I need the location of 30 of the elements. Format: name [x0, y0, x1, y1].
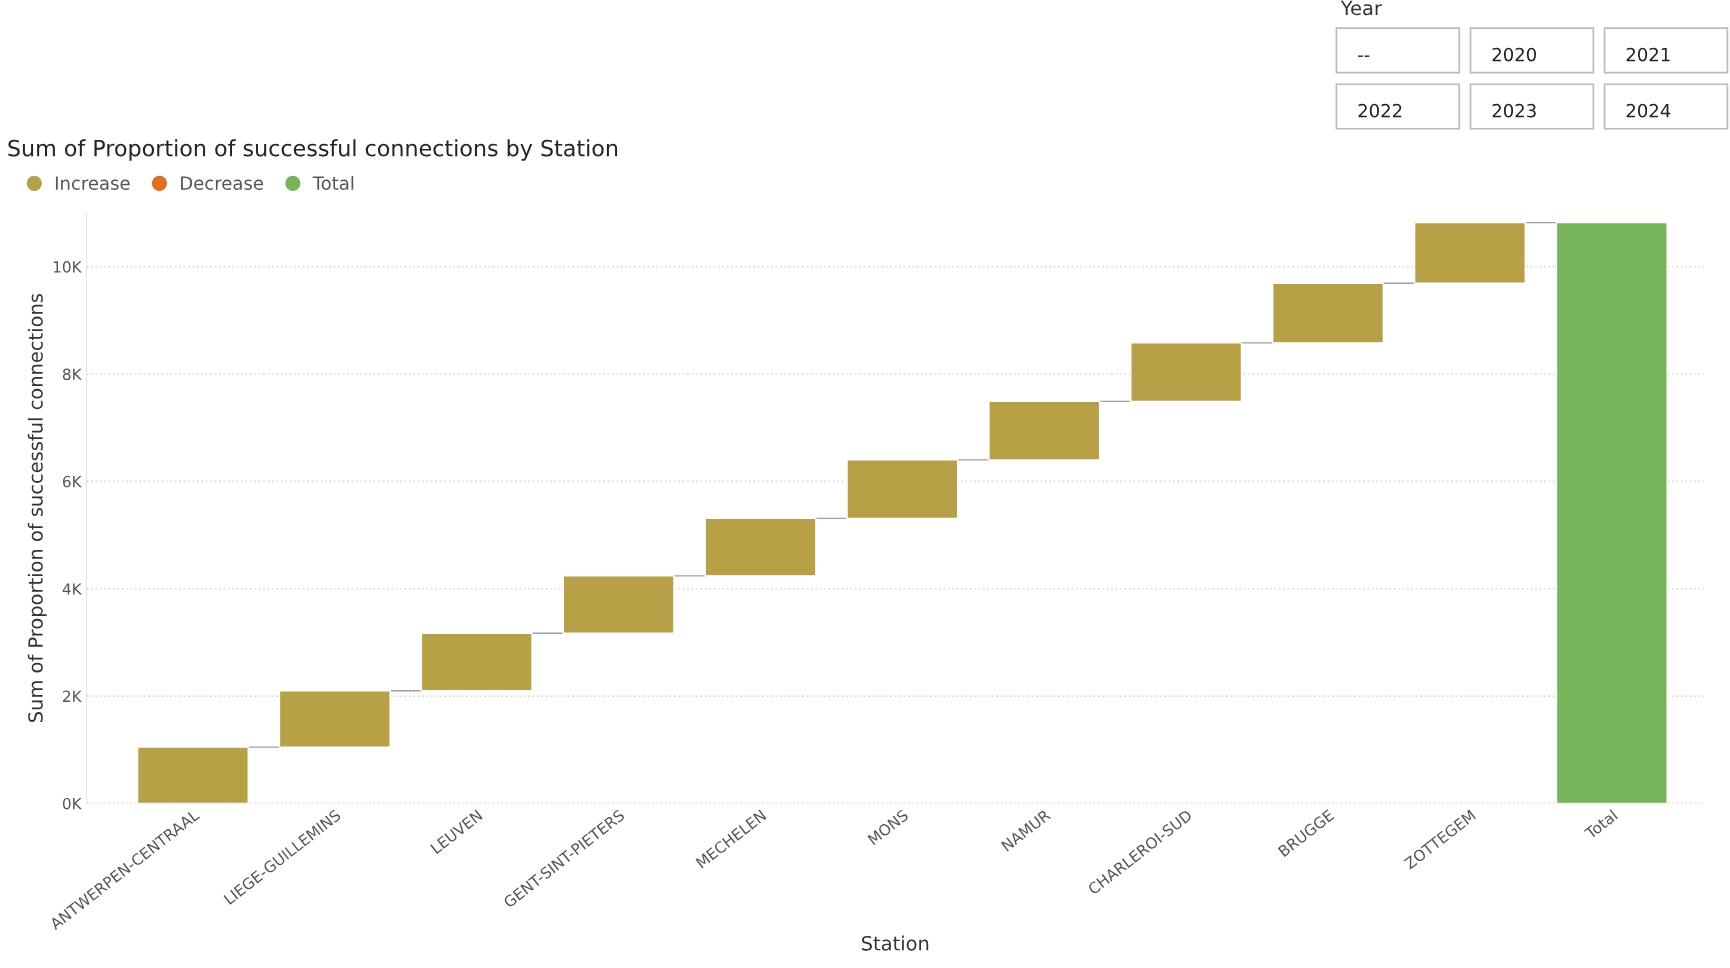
y-tick-label: 2K — [63, 690, 82, 702]
text: Year — [1340, 0, 1382, 16]
legend-label: Total — [312, 175, 354, 190]
y-tick-label: 10K — [53, 261, 82, 273]
y-tick-label: 8K — [62, 368, 82, 381]
text: -- — [1358, 55, 1370, 57]
bar — [562, 575, 675, 634]
text: 2024 — [1626, 103, 1671, 118]
bar — [136, 746, 249, 804]
y-tick-label: 6K — [62, 475, 82, 488]
y-tick-label: 4K — [62, 583, 82, 595]
y-tick-label: 0K — [62, 797, 82, 810]
bar — [278, 690, 391, 748]
bar — [1555, 221, 1668, 804]
text: 2023 — [1492, 103, 1536, 118]
legend-label: Increase — [55, 176, 130, 190]
bar — [704, 517, 817, 577]
bar — [846, 459, 959, 520]
bar — [988, 400, 1101, 461]
bar — [1413, 221, 1526, 284]
text: 2020 — [1492, 47, 1537, 62]
legend-label: Decrease — [181, 176, 263, 190]
bar — [1130, 342, 1243, 403]
text: 2021 — [1626, 47, 1670, 62]
text: 2022 — [1358, 103, 1402, 118]
bar — [1272, 282, 1385, 344]
y-axis-title: Sum of Proportion of successful connections — [27, 294, 47, 723]
chart-title: Sum of Proportion of successful connections by Station — [8, 139, 618, 161]
x-axis-title: Station — [861, 935, 929, 951]
bar — [420, 632, 533, 692]
